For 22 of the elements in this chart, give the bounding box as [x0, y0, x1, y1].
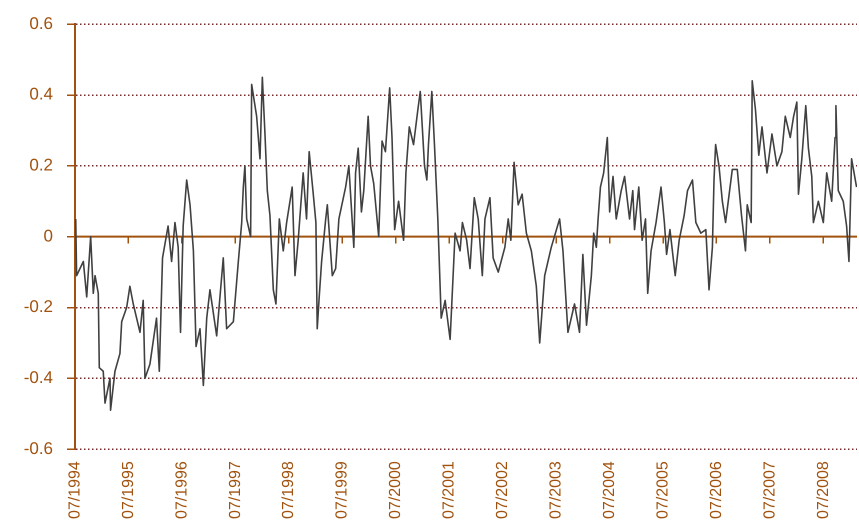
y-tick-label: -0.2 [24, 297, 53, 316]
y-tick-label: 0.2 [29, 156, 53, 175]
x-tick-label: 07/2000 [387, 461, 404, 520]
x-tick-label: 07/2008 [814, 461, 832, 520]
x-tick-label: 07/2001 [440, 461, 458, 520]
x-tick-label: 07/1995 [120, 461, 137, 520]
x-tick-label: 07/1998 [280, 461, 298, 520]
y-tick-label: -0.4 [24, 368, 53, 388]
y-tick-label: 0 [44, 226, 53, 246]
x-tick-label: 07/1994 [66, 461, 84, 520]
x-tick-label: 07/2003 [547, 461, 564, 520]
x-tick-label: 07/2002 [494, 461, 512, 520]
x-tick-label: 07/1996 [173, 461, 190, 520]
x-tick-label: 07/2006 [708, 461, 725, 520]
x-tick-label: 07/2007 [761, 461, 778, 520]
y-tick-label: 0.4 [29, 84, 53, 104]
x-tick-label: 07/2004 [601, 461, 618, 520]
x-tick-label: 07/2005 [654, 461, 672, 520]
y-tick-label: -0.6 [24, 438, 53, 458]
x-tick-label: 07/1997 [226, 461, 244, 520]
y-tick-label: 0.6 [29, 14, 53, 33]
x-tick-label: 07/1999 [334, 461, 351, 520]
